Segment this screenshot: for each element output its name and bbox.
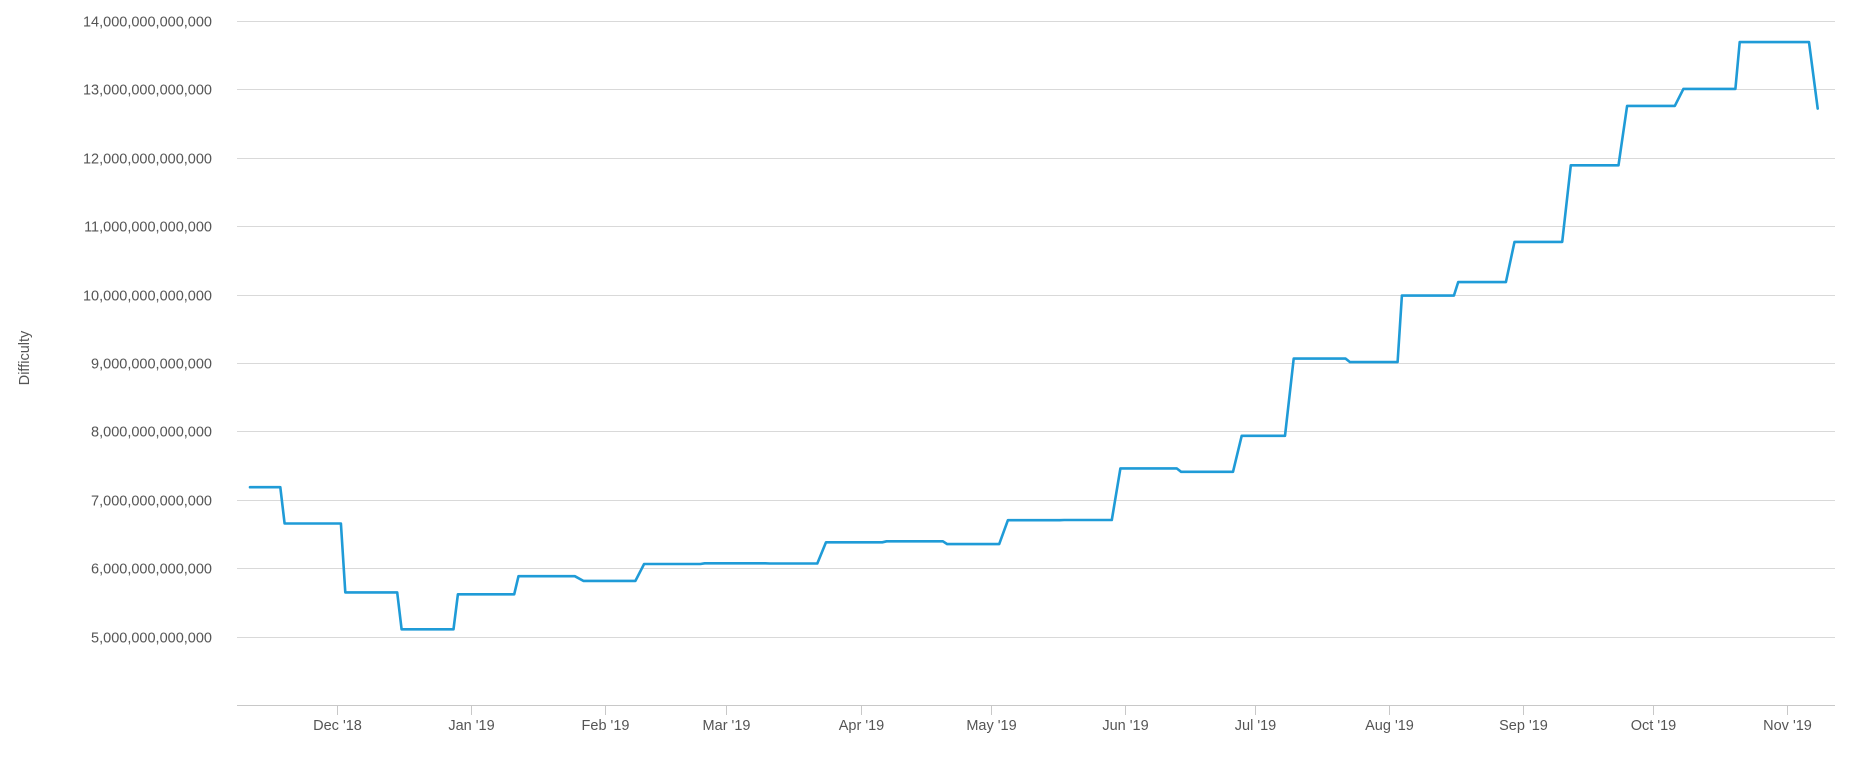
x-tick-label: Dec '18 [313, 718, 362, 734]
data-point [1561, 241, 1563, 243]
data-point [1682, 88, 1685, 90]
data-point [825, 541, 827, 544]
data-point [1349, 361, 1351, 363]
data-point [699, 563, 702, 565]
series-layer [248, 40, 1819, 631]
data-point [340, 522, 342, 525]
data-point [942, 540, 944, 543]
data-point [283, 522, 286, 525]
data-point [1513, 241, 1516, 243]
data-point [768, 562, 771, 565]
data-point [452, 628, 455, 631]
data-point [1617, 164, 1620, 167]
data-point [1180, 471, 1182, 473]
x-tick-label: Feb '19 [582, 718, 630, 734]
data-point [1453, 294, 1455, 297]
data-point [643, 563, 645, 565]
grid-lines [237, 21, 1835, 638]
data-point [1232, 471, 1234, 473]
data-point [279, 486, 282, 489]
data-point [703, 562, 706, 565]
y-tick-label: 7,000,000,000,000 [91, 494, 212, 510]
data-point [1284, 435, 1286, 437]
data-point [634, 580, 637, 582]
x-tick-label: Jan '19 [448, 718, 494, 734]
data-point [816, 562, 819, 565]
y-tick-label: 12,000,000,000,000 [83, 152, 212, 168]
data-point [1626, 105, 1628, 107]
y-tick-label: 6,000,000,000,000 [91, 562, 212, 578]
data-point [764, 562, 767, 565]
data-point [1505, 281, 1507, 283]
data-point [249, 486, 251, 489]
data-point [1063, 519, 1065, 521]
data-point [1292, 357, 1295, 360]
x-axis: Dec '18 Jan '19 Feb '19 Mar '19 Apr '19 May '… [237, 705, 1835, 734]
x-tick-label: Sep '19 [1499, 718, 1548, 734]
x-tick-label: Oct '19 [1631, 718, 1676, 734]
y-tick-label: 14,000,000,000,000 [83, 15, 212, 31]
data-point [1816, 107, 1819, 110]
x-tick-label: Jul '19 [1235, 718, 1276, 734]
data-point [582, 580, 585, 582]
data-point [1570, 164, 1572, 167]
x-tick-label: Mar '19 [703, 718, 751, 734]
y-tick-label: 9,000,000,000,000 [91, 357, 212, 373]
y-axis: 5,000,000,000,000 6,000,000,000,000 7,000,… [83, 15, 212, 647]
data-point [1738, 41, 1741, 43]
difficulty-series-line [248, 40, 1819, 631]
data-point [1734, 88, 1737, 90]
y-tick-label: 8,000,000,000,000 [91, 425, 212, 441]
data-point [344, 591, 347, 594]
data-point [457, 593, 459, 596]
x-tick-label: Nov '19 [1763, 718, 1812, 734]
y-tick-label: 13,000,000,000,000 [83, 83, 212, 99]
y-tick-label: 5,000,000,000,000 [91, 631, 212, 647]
data-point [1808, 41, 1810, 43]
data-point [574, 575, 576, 577]
y-tick-label: 10,000,000,000,000 [83, 289, 212, 305]
data-point [1119, 467, 1122, 470]
data-point [400, 628, 403, 631]
data-point [1240, 435, 1243, 437]
x-tick-label: Aug '19 [1365, 718, 1414, 734]
data-point [517, 575, 520, 577]
data-point [1344, 357, 1347, 360]
data-point [946, 543, 948, 545]
data-point [1059, 519, 1061, 521]
data-point [885, 540, 888, 543]
data-point [396, 591, 399, 594]
data-point [1396, 361, 1399, 363]
data-point [1674, 105, 1676, 107]
data-point [1111, 519, 1113, 521]
x-tick-label: Jun '19 [1102, 718, 1148, 734]
data-point [881, 541, 884, 544]
data-point [998, 543, 1000, 545]
y-axis-title: Difficulty [17, 330, 33, 385]
x-tick-label: Apr '19 [839, 718, 885, 734]
data-point [1175, 467, 1178, 470]
data-point [513, 593, 515, 596]
data-point [1401, 294, 1403, 297]
data-point [1457, 281, 1459, 283]
x-tick-label: May '19 [966, 718, 1016, 734]
y-tick-label: 11,000,000,000,000 [84, 220, 212, 236]
data-point [1007, 519, 1009, 521]
